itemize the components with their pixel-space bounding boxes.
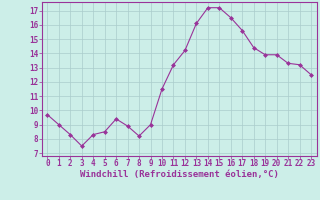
X-axis label: Windchill (Refroidissement éolien,°C): Windchill (Refroidissement éolien,°C): [80, 170, 279, 179]
